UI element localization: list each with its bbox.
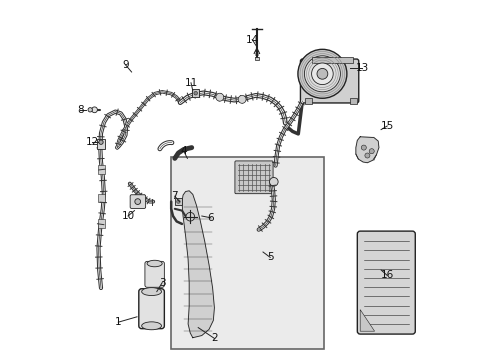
Text: 15: 15 <box>381 121 394 131</box>
Text: 5: 5 <box>267 252 273 262</box>
Ellipse shape <box>142 322 162 330</box>
Bar <box>305 98 312 104</box>
Bar <box>350 98 357 104</box>
Circle shape <box>238 95 246 103</box>
Circle shape <box>216 93 224 101</box>
Circle shape <box>194 91 197 95</box>
Bar <box>98 165 104 174</box>
Polygon shape <box>182 191 215 338</box>
Text: 13: 13 <box>355 63 368 73</box>
Text: 12: 12 <box>85 137 98 147</box>
Text: 3: 3 <box>159 278 166 288</box>
Bar <box>98 194 104 202</box>
Circle shape <box>317 68 328 79</box>
Text: 8: 8 <box>77 105 84 115</box>
Polygon shape <box>360 310 374 331</box>
Ellipse shape <box>142 288 162 296</box>
Circle shape <box>298 49 347 98</box>
Text: 1: 1 <box>115 317 122 327</box>
Text: 6: 6 <box>207 213 214 223</box>
Text: 10: 10 <box>122 211 135 221</box>
Bar <box>255 57 259 60</box>
Bar <box>97 139 105 149</box>
Ellipse shape <box>147 260 162 267</box>
Circle shape <box>135 199 141 204</box>
Circle shape <box>270 177 278 186</box>
Bar <box>98 219 104 228</box>
Bar <box>171 157 324 349</box>
Circle shape <box>99 140 103 144</box>
Text: 11: 11 <box>184 78 197 88</box>
Circle shape <box>186 212 195 221</box>
Text: 7: 7 <box>172 191 178 201</box>
Circle shape <box>365 153 370 158</box>
Circle shape <box>304 56 341 92</box>
FancyBboxPatch shape <box>139 289 164 329</box>
FancyBboxPatch shape <box>300 59 359 103</box>
Bar <box>192 89 199 97</box>
Text: 14: 14 <box>245 35 259 45</box>
Circle shape <box>176 200 180 203</box>
Bar <box>175 198 182 205</box>
Circle shape <box>369 149 374 154</box>
Polygon shape <box>356 137 379 163</box>
Text: 16: 16 <box>381 270 394 280</box>
Text: 9: 9 <box>122 60 129 70</box>
FancyBboxPatch shape <box>357 231 416 334</box>
FancyBboxPatch shape <box>130 195 146 208</box>
FancyBboxPatch shape <box>235 161 273 194</box>
Circle shape <box>92 107 98 113</box>
FancyBboxPatch shape <box>145 261 164 287</box>
Bar <box>312 57 353 63</box>
Circle shape <box>88 108 92 112</box>
Text: 2: 2 <box>211 333 218 343</box>
Text: 4: 4 <box>180 146 187 156</box>
Circle shape <box>361 145 367 150</box>
Circle shape <box>312 63 333 85</box>
